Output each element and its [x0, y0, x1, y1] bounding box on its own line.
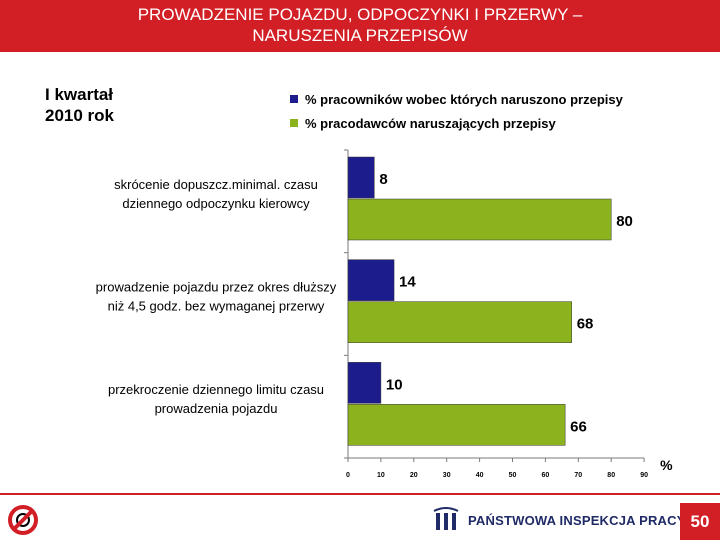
legend-item-employees: % pracowników wobec których naruszono pr…	[290, 93, 623, 117]
header-bar: PROWADZENIE POJAZDU, ODPOCZYNKI I PRZERW…	[0, 0, 720, 52]
page-title: PROWADZENIE POJAZDU, ODPOCZYNKI I PRZERW…	[0, 4, 720, 46]
bar-employers	[347, 198, 612, 241]
organization-name: PAŃSTWOWA INSPEKCJA PRACY	[468, 513, 686, 528]
x-tick-label: 50	[509, 472, 517, 479]
bar-employees	[347, 362, 382, 404]
category-label: skrócenie dopuszcz.minimal. czasu	[114, 177, 318, 192]
bar-employers	[347, 301, 572, 343]
category-label: przekroczenie dziennego limitu czasu	[108, 382, 324, 397]
page-number: 50	[690, 512, 710, 531]
x-tick-label: 20	[410, 472, 418, 479]
page-number-badge: 50	[680, 503, 720, 540]
data-label: 66	[570, 418, 587, 435]
x-tick-label: 10	[377, 472, 385, 479]
x-tick-label: 60	[542, 472, 550, 479]
x-tick-label: 80	[607, 472, 615, 479]
bar-employers	[347, 404, 566, 446]
bar-employees	[347, 156, 375, 199]
x-tick-label: 70	[574, 472, 582, 479]
legend-label-employers: % pracodawców naruszających przepisy	[305, 116, 556, 131]
legend-swatch-green	[290, 119, 298, 127]
bar-chart: 0 10 20 30 40 50 60 70 80 90% 8 80 skrócenie dopuszc…	[96, 149, 673, 479]
chart-legend: % pracowników wobec których naruszono pr…	[290, 93, 623, 141]
x-axis-unit-label: %	[660, 457, 673, 473]
period-label: I kwartał 2010 rok	[45, 84, 114, 126]
data-label: 10	[386, 376, 403, 393]
data-label: 68	[577, 316, 594, 333]
x-tick-label: 30	[443, 472, 451, 479]
data-label: 14	[399, 274, 416, 291]
legend-label-employees: % pracowników wobec których naruszono pr…	[305, 92, 623, 107]
footer-divider	[0, 493, 720, 495]
data-label: 80	[616, 213, 633, 230]
legend-swatch-blue	[290, 95, 298, 103]
x-tick-label: 0	[346, 472, 350, 479]
bar-employees	[347, 259, 395, 301]
category-label: prowadzenia pojazdu	[155, 401, 278, 416]
period-year: 2010 rok	[45, 106, 114, 125]
page-title-line1: PROWADZENIE POJAZDU, ODPOCZYNKI I PRZERW…	[137, 5, 583, 24]
x-tick-label: 90	[640, 472, 648, 479]
legend-item-employers: % pracodawców naruszających przepisy	[290, 117, 623, 141]
page-title-line2: NARUSZENIA PRZEPISÓW	[252, 26, 468, 45]
category-label: prowadzenie pojazdu przez okres dłuższy	[96, 280, 337, 295]
no-entry-sign-icon	[8, 505, 38, 535]
data-label: 8	[379, 171, 387, 188]
x-tick-label: 40	[476, 472, 484, 479]
category-label: dziennego odpoczynku kierowcy	[122, 196, 310, 211]
category-label: niż 4,5 godz. bez wymaganej przerwy	[108, 299, 325, 314]
pip-logo-icon	[433, 507, 459, 530]
period-quarter: I kwartał	[45, 85, 114, 104]
